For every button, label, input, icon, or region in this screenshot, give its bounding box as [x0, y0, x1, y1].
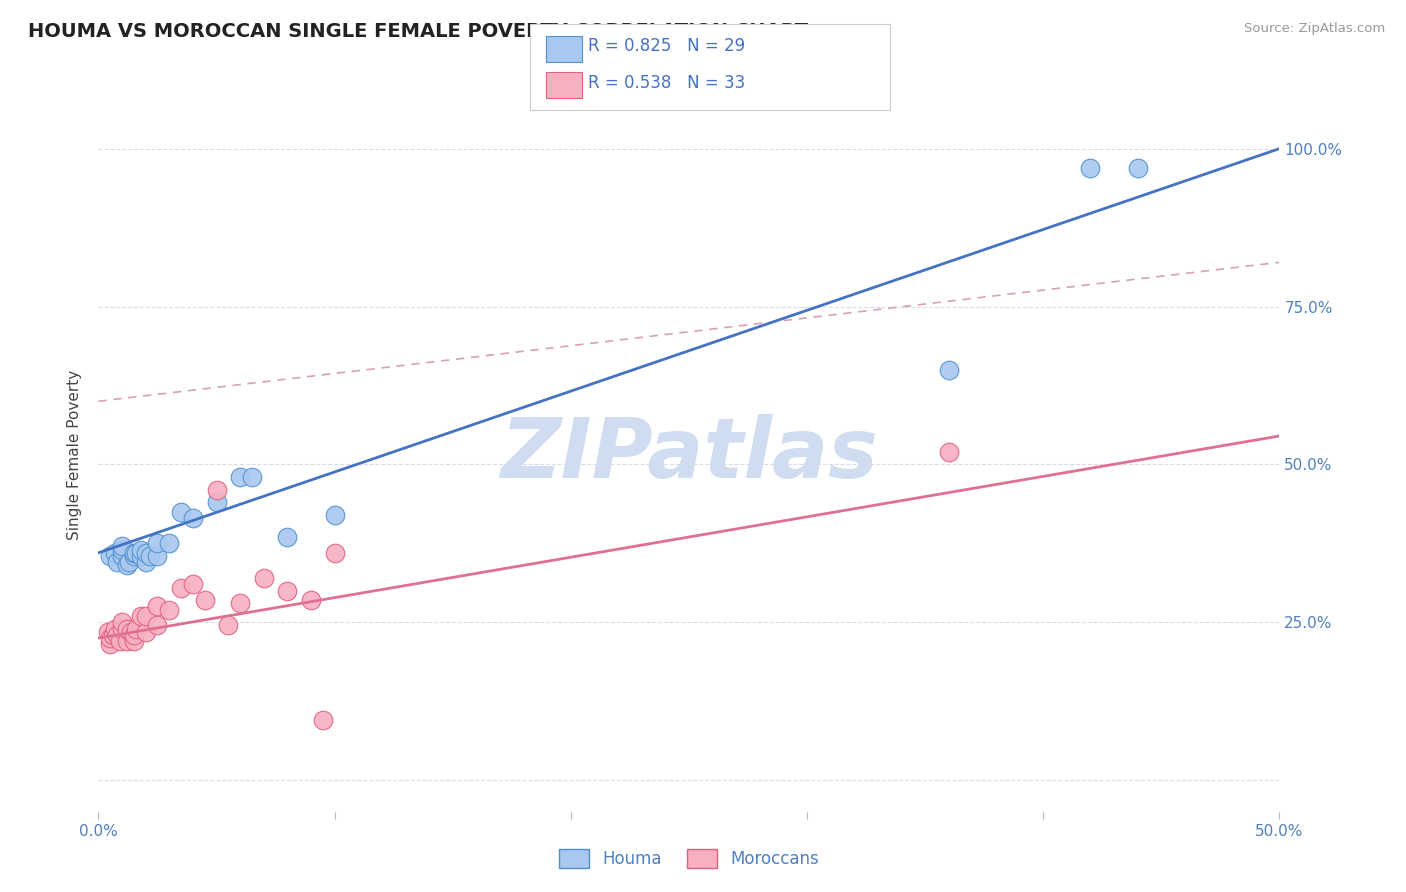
- Point: [323, 508, 346, 522]
- Point: [194, 593, 217, 607]
- Text: ZIPatlas: ZIPatlas: [501, 415, 877, 495]
- Point: [118, 555, 141, 569]
- Point: [111, 622, 134, 636]
- Point: [129, 549, 152, 563]
- Point: [312, 713, 335, 727]
- Point: [135, 546, 157, 560]
- Point: [115, 622, 138, 636]
- Point: [135, 555, 157, 569]
- Legend: Houma, Moroccans: Houma, Moroccans: [553, 842, 825, 875]
- Point: [129, 609, 152, 624]
- Point: [146, 618, 169, 632]
- Point: [98, 549, 121, 563]
- Point: [111, 542, 134, 557]
- Point: [122, 628, 145, 642]
- Point: [105, 628, 128, 642]
- Point: [111, 540, 134, 554]
- Point: [253, 571, 276, 585]
- Point: [139, 549, 162, 563]
- Text: HOUMA VS MOROCCAN SINGLE FEMALE POVERTY CORRELATION CHART: HOUMA VS MOROCCAN SINGLE FEMALE POVERTY …: [28, 22, 808, 41]
- Point: [938, 362, 960, 376]
- Point: [157, 536, 180, 550]
- Point: [129, 542, 152, 557]
- Point: [938, 444, 960, 458]
- Point: [97, 624, 120, 639]
- Text: R = 0.538   N = 33: R = 0.538 N = 33: [588, 74, 745, 92]
- Point: [105, 555, 128, 569]
- Point: [122, 546, 145, 560]
- Y-axis label: Single Female Poverty: Single Female Poverty: [67, 370, 83, 540]
- Point: [170, 581, 193, 595]
- Point: [229, 470, 252, 484]
- Point: [217, 618, 239, 632]
- Point: [98, 637, 121, 651]
- Point: [121, 624, 143, 639]
- Point: [135, 624, 157, 639]
- Point: [125, 622, 148, 636]
- Point: [1080, 161, 1102, 175]
- Point: [157, 602, 180, 616]
- Point: [146, 536, 169, 550]
- Point: [229, 596, 252, 610]
- Point: [276, 583, 298, 598]
- Point: [115, 558, 138, 573]
- Point: [111, 549, 134, 563]
- Point: [146, 549, 169, 563]
- Point: [299, 593, 322, 607]
- Point: [181, 511, 204, 525]
- Point: [104, 546, 127, 560]
- Point: [240, 470, 263, 484]
- Point: [205, 495, 228, 509]
- Text: R = 0.825   N = 29: R = 0.825 N = 29: [588, 37, 745, 55]
- Point: [111, 615, 134, 630]
- Point: [181, 577, 204, 591]
- Point: [101, 628, 124, 642]
- Point: [104, 622, 127, 636]
- Point: [108, 634, 131, 648]
- Point: [115, 634, 138, 648]
- Text: Source: ZipAtlas.com: Source: ZipAtlas.com: [1244, 22, 1385, 36]
- Point: [122, 549, 145, 563]
- Point: [1126, 161, 1149, 175]
- Point: [125, 546, 148, 560]
- Point: [122, 634, 145, 648]
- Point: [135, 609, 157, 624]
- Point: [323, 546, 346, 560]
- Point: [170, 505, 193, 519]
- Point: [276, 530, 298, 544]
- Point: [205, 483, 228, 497]
- Point: [98, 631, 121, 645]
- Point: [146, 599, 169, 614]
